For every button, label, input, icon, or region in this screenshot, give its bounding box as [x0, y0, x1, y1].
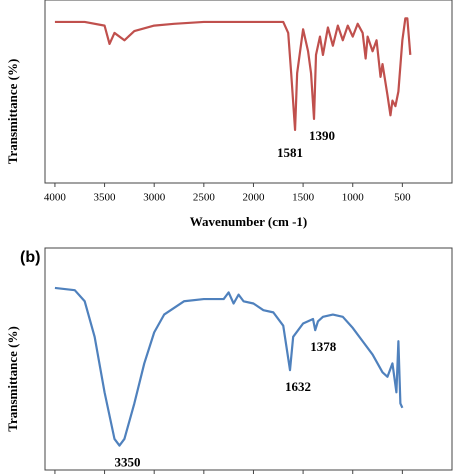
peak-annotation: 1378	[310, 339, 337, 354]
x-tick-label: 2000	[242, 192, 265, 204]
x-tick-label: 4000	[44, 192, 67, 204]
y-axis-label: Transmittance (%)	[5, 326, 20, 432]
x-tick-label: 3500	[94, 192, 117, 204]
plot-frame	[44, 247, 453, 471]
x-tick-label: 500	[394, 192, 411, 204]
x-tick-label: 1000	[342, 192, 365, 204]
spectrum-line	[54, 17, 412, 132]
panel-label: (b)	[20, 249, 40, 266]
x-tick-label: 3000	[143, 192, 166, 204]
x-tick-label: 2500	[193, 192, 216, 204]
spectrum-line	[54, 286, 404, 447]
peak-annotation: 1581	[277, 145, 303, 160]
x-tick-label: 1500	[292, 192, 315, 204]
peak-annotation: 1632	[285, 379, 311, 394]
peak-annotation: 3350	[114, 455, 140, 470]
plot-frame	[44, 0, 453, 184]
x-axis-label: Wavenumber (cm -1)	[190, 214, 307, 229]
y-axis-label: Transmittance (%)	[5, 59, 20, 165]
peak-annotation: 1390	[309, 128, 335, 143]
